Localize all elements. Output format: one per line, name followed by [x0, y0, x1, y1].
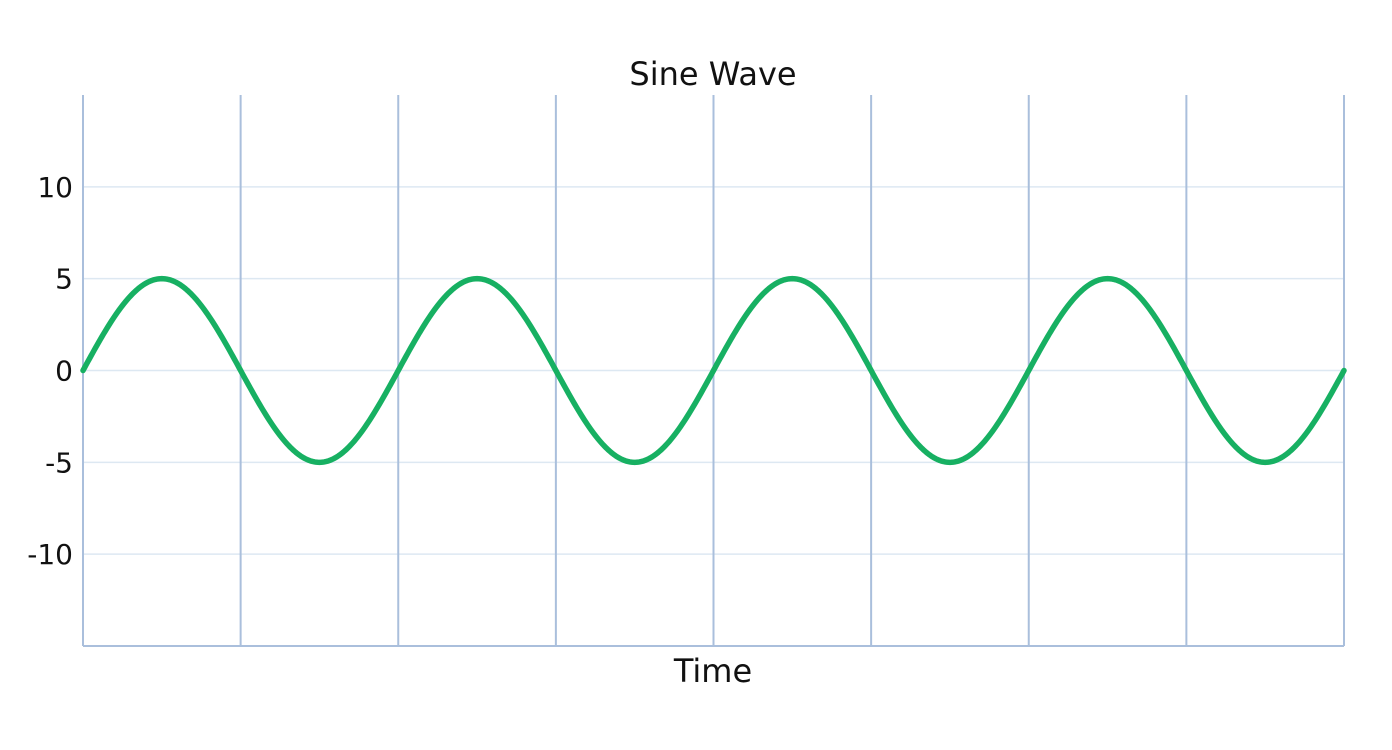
y-tick-label: 10 — [37, 171, 73, 204]
y-tick-label: -5 — [45, 446, 73, 479]
y-tick-label: -10 — [27, 538, 73, 571]
y-tick-label: 5 — [55, 263, 73, 296]
chart-title: Sine Wave — [629, 55, 796, 93]
y-tick-label: 0 — [55, 355, 73, 388]
y-tick-labels: 10 5 0 -5 -10 — [27, 171, 73, 571]
series-line-sine — [80, 275, 1347, 466]
x-axis-label: Time — [673, 652, 752, 690]
series-layer — [80, 275, 1347, 466]
